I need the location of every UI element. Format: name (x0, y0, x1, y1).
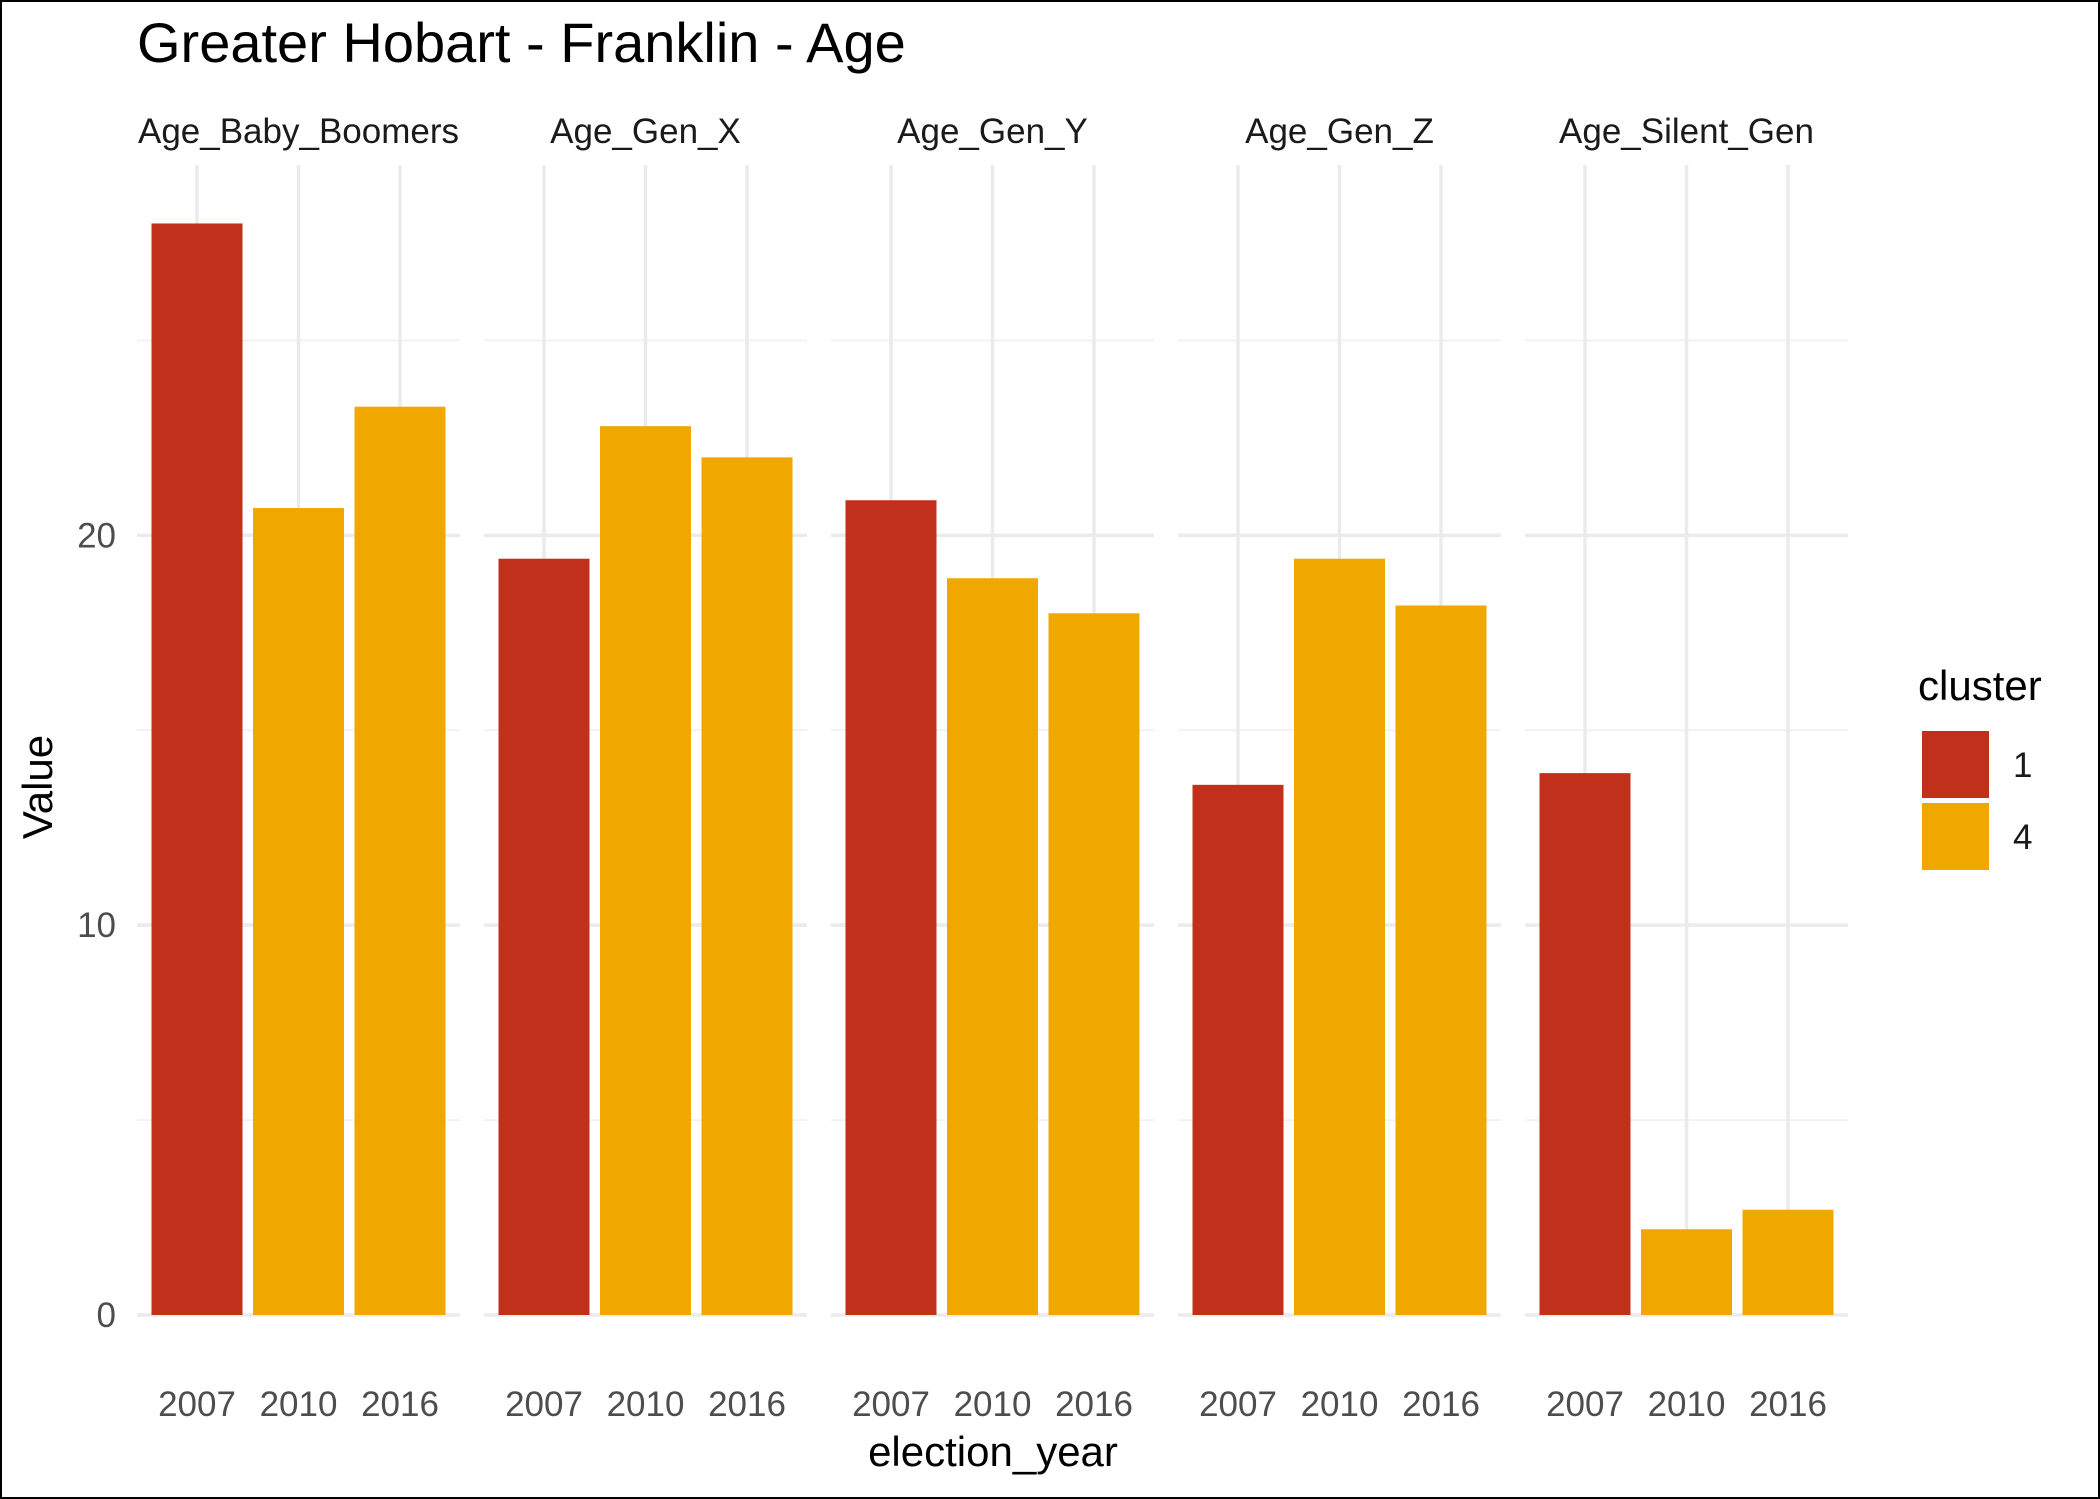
legend-title: cluster (1918, 662, 2042, 709)
y-axis: 0 10 20 (77, 516, 116, 1335)
bar (1742, 1209, 1834, 1315)
bar (1048, 613, 1140, 1315)
x-tick-label: 2016 (1402, 1385, 1480, 1424)
bar (1395, 605, 1487, 1315)
x-tick-label: 2007 (1199, 1385, 1277, 1424)
x-tick-label: 2010 (607, 1385, 685, 1424)
y-tick-label: 20 (77, 516, 116, 555)
bar (1294, 558, 1385, 1315)
bar (1192, 784, 1284, 1315)
legend-label: 4 (2013, 818, 2032, 857)
bar (498, 558, 590, 1315)
x-tick-label: 2007 (505, 1385, 583, 1424)
bar (354, 406, 446, 1315)
x-tick-label: 2016 (361, 1385, 439, 1424)
legend-label: 1 (2013, 746, 2032, 785)
y-axis-title: Value (14, 735, 61, 839)
facet-strip-label: Age_Gen_X (550, 112, 741, 151)
facet-strip-label: Age_Baby_Boomers (138, 112, 459, 151)
y-tick-label: 0 (97, 1296, 116, 1335)
legend-key (1922, 803, 1989, 870)
facet-panel: Age_Gen_X 2007 2010 2016 (484, 112, 807, 1424)
facet-strip-label: Age_Silent_Gen (1559, 112, 1814, 151)
bar (701, 457, 793, 1315)
bar (947, 578, 1038, 1315)
legend-key (1922, 731, 1989, 798)
y-tick-label: 10 (77, 906, 116, 945)
x-tick-label: 2016 (1749, 1385, 1827, 1424)
x-tick-label: 2010 (1648, 1385, 1726, 1424)
facet-strip-label: Age_Gen_Y (897, 112, 1088, 151)
bar (1539, 773, 1631, 1315)
bar (600, 426, 691, 1316)
facet-panel: Age_Gen_Z 2007 2010 2016 (1178, 112, 1501, 1424)
facet-panel: Age_Silent_Gen 2007 2010 2016 (1525, 112, 1848, 1424)
facet-panel: Age_Gen_Y 2007 2010 2016 (831, 112, 1154, 1424)
x-tick-label: 2010 (1301, 1385, 1379, 1424)
facet-panels: Age_Baby_Boomers 2007 2010 2016 Age_Gen_X 200… (137, 112, 1848, 1424)
x-tick-label: 2016 (708, 1385, 786, 1424)
facet-strip-label: Age_Gen_Z (1245, 112, 1434, 151)
chart-title: Greater Hobart - Franklin - Age (137, 11, 906, 74)
bar (253, 508, 344, 1315)
bar (1641, 1229, 1732, 1315)
bar (845, 500, 937, 1315)
x-tick-label: 2016 (1055, 1385, 1133, 1424)
legend: cluster 1 4 (1918, 662, 2042, 870)
x-tick-label: 2010 (954, 1385, 1032, 1424)
bar (151, 223, 243, 1315)
x-tick-label: 2007 (158, 1385, 236, 1424)
x-tick-label: 2007 (1546, 1385, 1624, 1424)
x-tick-label: 2010 (260, 1385, 338, 1424)
x-axis-title: election_year (868, 1428, 1118, 1475)
facet-panel: Age_Baby_Boomers 2007 2010 2016 (137, 112, 460, 1424)
x-tick-label: 2007 (852, 1385, 930, 1424)
